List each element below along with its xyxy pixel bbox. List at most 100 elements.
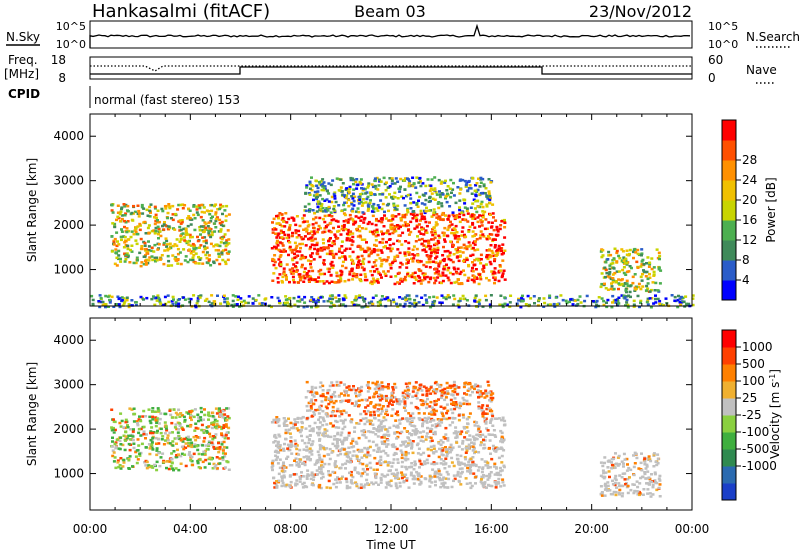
power-echo-cell [123,241,127,244]
power-echo-cell [433,281,437,285]
power-echo-cell [451,213,455,216]
power-echo-cell [349,217,353,220]
velocity-echo-cell [207,443,210,446]
velocity-echo-cell [394,468,398,472]
power-echo-cell [416,260,420,264]
power-echo-cell [565,301,569,305]
velocity-echo-cell [316,431,319,435]
velocity-echo-cell [377,460,381,463]
power-echo-cell [445,263,448,266]
power-echo-cell [432,276,436,280]
velocity-echo-cell [400,476,404,480]
power-echo-cell [445,189,449,192]
velocity-echo-cell [130,433,134,437]
velocity-echo-cell [419,439,423,442]
power-echo-cell [476,216,480,219]
velocity-echo-cell [421,424,424,428]
power-echo-cell [140,203,144,207]
velocity-echo-cell [452,479,455,483]
velocity-echo-cell [310,483,314,486]
power-echo-cell [278,241,282,244]
velocity-echo-cell [416,477,420,481]
power-echo-cell [424,298,428,301]
power-echo-cell [141,212,145,215]
velocity-echo-cell [352,445,356,448]
power-echo-cell [270,247,274,250]
velocity-echo-cell [428,436,432,439]
velocity-echo-cell [185,436,189,440]
power-echo-cell [410,302,414,306]
velocity-echo-cell [491,444,495,448]
power-echo-cell [163,221,166,224]
velocity-echo-cell [394,484,398,488]
velocity-echo-cell [424,386,428,390]
power-echo-cell [355,187,359,190]
velocity-echo-cell [488,421,492,424]
power-echo-cell [207,259,211,262]
velocity-echo-cell [175,454,179,457]
power-echo-cell [375,230,379,234]
velocity-echo-cell [215,423,219,426]
power-echo-cell [601,254,605,257]
power-echo-cell [483,227,487,231]
power-echo-cell [163,249,167,252]
velocity-echo-cell [131,430,135,433]
velocity-echo-cell [384,486,388,489]
power-echo-cell [467,264,471,268]
power-echo-cell [633,273,637,276]
power-echo-cell [652,273,656,276]
velocity-echo-cell [383,436,387,439]
velocity-echo-cell [302,448,306,451]
power-echo-cell [350,201,353,205]
power-echo-cell [128,261,132,264]
velocity-echo-cell [289,436,293,439]
velocity-echo-cell [482,482,486,485]
power-echo-cell [425,206,428,210]
velocity-echo-cell [410,447,413,450]
velocity-echo-cell [384,385,388,389]
velocity-echo-cell [300,426,304,429]
power-echo-cell [112,241,116,244]
power-echo-cell [622,284,626,287]
power-echo-cell [624,259,628,262]
power-echo-cell [309,260,313,263]
power-echo-cell [308,180,312,184]
velocity-echo-cell [157,409,161,413]
power-echo-cell [223,300,227,304]
power-echo-cell [180,219,184,222]
velocity-echo-cell [422,412,426,415]
velocity-echo-cell [372,468,376,471]
power-echo-cell [455,280,459,284]
power-echo-cell [457,282,461,285]
power-echo-cell [236,298,240,301]
velocity-echo-cell [442,459,446,463]
velocity-echo-cell [466,430,470,433]
velocity-echo-cell [227,468,231,471]
velocity-echo-cell [221,449,225,452]
power-echo-cell [423,272,427,275]
power-echo-cell [426,255,430,258]
velocity-echo-cell [145,466,149,470]
power-echo-cell [372,248,376,251]
velocity-echo-cell [483,396,487,399]
power-echo-cell [362,221,366,224]
velocity-echo-cell [476,469,480,472]
power-echo-cell [433,243,436,247]
velocity-echo-cell [349,457,353,461]
velocity-echo-cell [340,440,344,443]
velocity-echo-cell [111,449,115,452]
power-echo-cell [337,298,341,301]
power-echo-cell [420,237,424,241]
power-echo-cell [486,234,490,238]
velocity-echo-cell [301,482,305,486]
power-echo-cell [394,177,398,180]
velocity-echo-cell [493,480,497,484]
velocity-echo-cell [405,430,409,433]
power-echo-cell [107,305,110,308]
velocity-echo-cell [207,444,211,448]
velocity-echo-cell [395,437,399,440]
velocity-echo-cell [398,419,401,422]
power-echo-cell [332,254,336,258]
power-echo-cell [271,231,275,234]
power-echo-cell [287,239,290,243]
